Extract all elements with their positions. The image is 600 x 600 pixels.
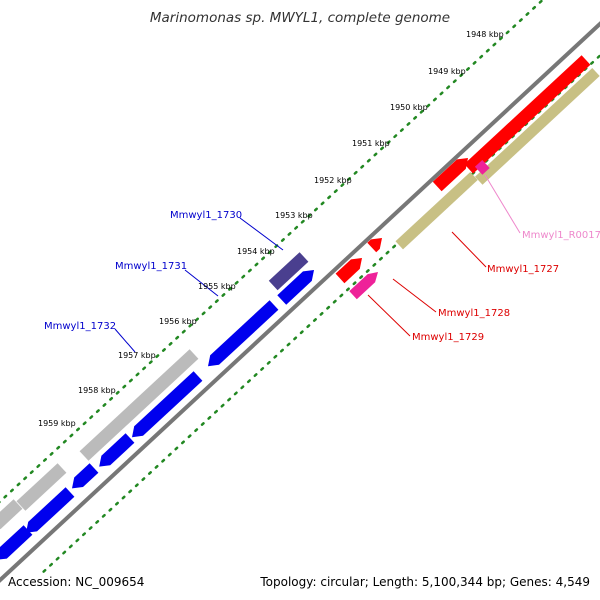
leader-line-1729: [367, 294, 411, 337]
feature-block-pink[interactable]: [349, 272, 378, 300]
scale-label: 1954 kbp: [237, 247, 275, 256]
feature-block-blue[interactable]: [208, 300, 279, 367]
feature-block-gray[interactable]: [79, 349, 199, 461]
scale-label: 1948 kbp: [466, 30, 504, 39]
gene-label-mmwyl1-1728[interactable]: Mmwyl1_1728: [438, 308, 510, 319]
leader-line-r0017: [484, 174, 521, 234]
map-title: Marinomonas sp. MWYL1, complete genome: [150, 10, 450, 26]
scale-label: 1957 kbp: [118, 351, 156, 360]
feature-block-blue[interactable]: [99, 433, 135, 467]
gene-label-mmwyl1-1731[interactable]: Mmwyl1_1731: [115, 261, 187, 272]
feature-block-gray[interactable]: [16, 463, 67, 511]
scale-label: 1952 kbp: [314, 176, 352, 185]
feature-block-blue[interactable]: [132, 371, 203, 438]
leader-line-1728: [392, 278, 437, 313]
gene-label-mmwyl1-1729[interactable]: Mmwyl1_1729: [412, 332, 484, 343]
scale-label: 1958 kbp: [78, 386, 116, 395]
feature-track: [0, 55, 600, 560]
leader-line-1730: [239, 217, 284, 251]
genome-backbone: [0, 21, 600, 583]
feature-block-red[interactable]: [464, 55, 591, 174]
gene-label-mmwyl1-1727[interactable]: Mmwyl1_1727: [487, 264, 559, 275]
feature-block-blue[interactable]: [72, 463, 99, 489]
label-leaders: [114, 174, 521, 353]
scale-label: 1949 kbp: [428, 67, 466, 76]
feature-block-purple[interactable]: [268, 252, 309, 291]
feature-block-blue[interactable]: [26, 487, 75, 533]
feature-block-olive[interactable]: [395, 172, 478, 250]
scale-label: 1955 kbp: [198, 282, 236, 291]
outer-ruler-line: [0, 0, 545, 504]
leader-line-1731: [184, 269, 219, 297]
feature-block-red[interactable]: [335, 258, 362, 284]
gene-label-mmwyl1-1730[interactable]: Mmwyl1_1730: [170, 210, 242, 221]
accession-text: Accession: NC_009654: [8, 575, 144, 589]
gene-labels: Mmwyl1_1730 Mmwyl1_1731 Mmwyl1_1732 Mmwy…: [44, 210, 600, 343]
leader-line-1727: [451, 231, 487, 268]
scale-labels: 1948 kbp 1949 kbp 1950 kbp 1951 kbp 1952…: [38, 30, 504, 428]
gene-label-mmwyl1-1732[interactable]: Mmwyl1_1732: [44, 321, 116, 332]
leader-line-1732: [114, 328, 136, 353]
scale-label: 1951 kbp: [352, 139, 390, 148]
scale-label: 1956 kbp: [159, 317, 197, 326]
feature-block-blue[interactable]: [0, 525, 33, 560]
scale-label: 1953 kbp: [275, 211, 313, 220]
feature-block-red[interactable]: [432, 158, 468, 192]
feature-block-red[interactable]: [367, 238, 382, 253]
scale-label: 1950 kbp: [390, 103, 428, 112]
gene-label-mmwyl1-r0017[interactable]: Mmwyl1_R0017: [522, 230, 600, 241]
feature-block-blue[interactable]: [277, 270, 314, 305]
scale-label: 1959 kbp: [38, 419, 76, 428]
feature-block-pink[interactable]: [474, 160, 490, 175]
topology-text: Topology: circular; Length: 5,100,344 bp…: [259, 575, 590, 589]
feature-block-gray[interactable]: [0, 499, 23, 530]
feature-block-olive[interactable]: [475, 68, 600, 185]
